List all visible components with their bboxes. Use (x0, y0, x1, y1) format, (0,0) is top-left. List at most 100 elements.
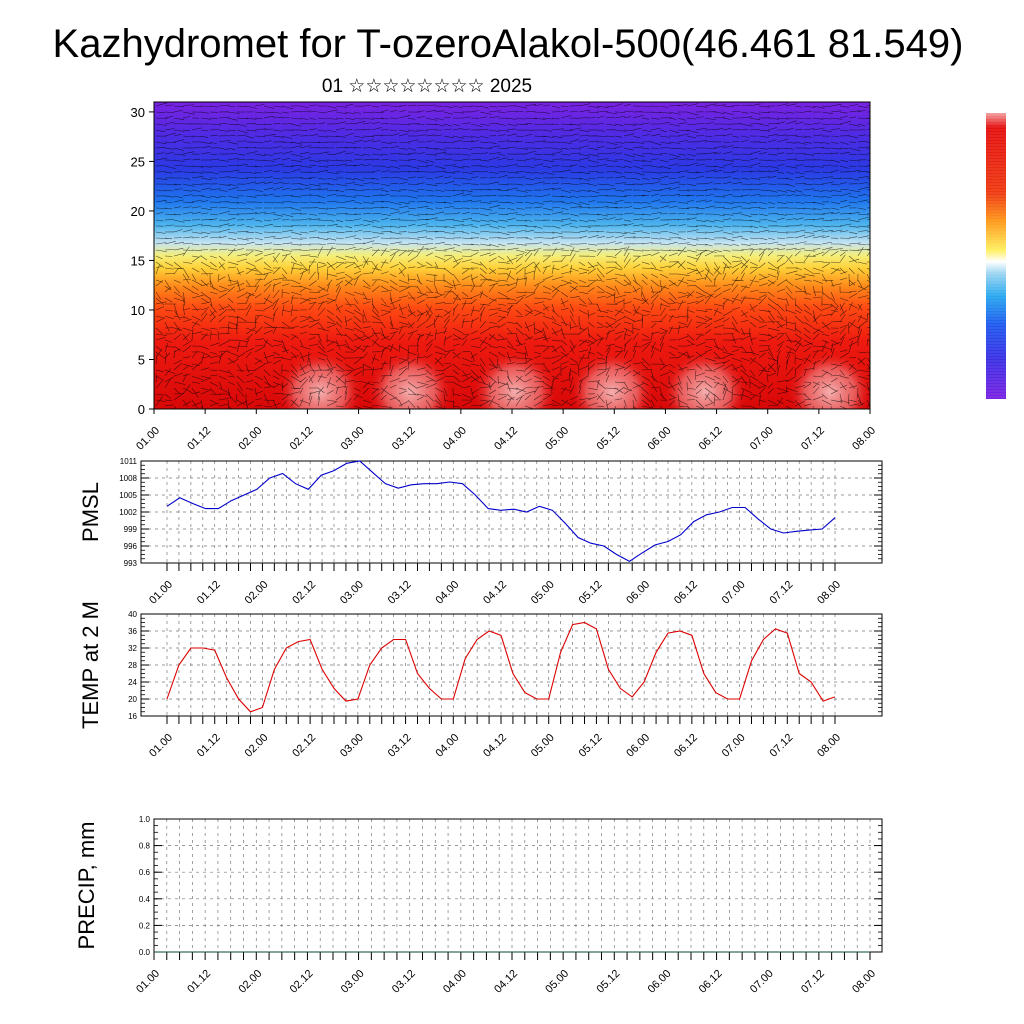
x-tick-label: 01.12 (185, 968, 213, 996)
x-tick-label: 06.00 (624, 732, 652, 760)
y-tick-label: 996 (124, 542, 138, 551)
x-tick-label: 06.12 (672, 579, 700, 607)
panel-frame (140, 460, 883, 564)
page-title: Kazhydromet for T-ozeroAlakol-500(46.461… (53, 22, 964, 66)
warm-cell (368, 352, 452, 409)
x-tick-label: 04.12 (481, 732, 509, 760)
x-tick-label: 01.00 (134, 425, 162, 453)
x-tick-label: 03.00 (339, 968, 367, 996)
x-tick-label: 02.00 (236, 425, 264, 453)
y-tick-label: 28 (128, 661, 137, 670)
x-tick-label: 05.12 (594, 425, 622, 453)
wind-vectors (155, 102, 870, 409)
x-tick-label: 07.12 (767, 579, 795, 607)
y-tick-label: 20 (128, 695, 137, 704)
x-tick-label: 04.12 (481, 579, 509, 607)
x-tick-label: 02.12 (290, 579, 318, 607)
vertical-section-panel: 0 5 10 15 20 25 30 01.00 01.12 02.00 02.12 03.00 03.… (131, 101, 878, 453)
x-tick-label: 05.00 (529, 579, 557, 607)
y-axis-label: PMSL (78, 482, 103, 542)
y-tick-label: 0.8 (139, 842, 151, 851)
x-tick-label: 04.00 (433, 732, 461, 760)
x-tick-label: 03.00 (338, 579, 366, 607)
x-tick-label: 05.00 (543, 968, 571, 996)
x-tick-label: 01.00 (134, 968, 162, 996)
y-tick-label: 1.0 (139, 815, 151, 824)
y-axis-label: TEMP at 2 M (78, 601, 103, 729)
x-tick-label: 08.00 (815, 579, 843, 607)
x-tick-label: 07.12 (799, 425, 827, 453)
panel-frame (140, 613, 883, 717)
x-tick-label: 07.00 (748, 968, 776, 996)
x-tick-label: 04.12 (492, 968, 520, 996)
x-tick-label: 03.12 (390, 968, 418, 996)
x-tick-label: 03.12 (386, 732, 414, 760)
y-tick-label: 0 (138, 402, 145, 417)
warm-cell (278, 352, 362, 409)
x-tick-label: 07.00 (748, 425, 776, 453)
colorbar (986, 113, 1006, 399)
x-tick-label: 07.12 (767, 732, 795, 760)
x-tick-label: 04.00 (441, 425, 469, 453)
x-tick-label: 06.12 (672, 732, 700, 760)
y-tick-label: 40 (128, 610, 137, 619)
x-tick-label: 03.12 (390, 425, 418, 453)
x-tick-label: 05.00 (529, 732, 557, 760)
warm-cell (570, 352, 654, 409)
x-tick-label: 07.00 (720, 732, 748, 760)
x-tick-label: 01.12 (195, 732, 223, 760)
x-tick-label: 08.00 (850, 425, 878, 453)
vector-field (155, 102, 870, 409)
x-tick-label: 04.00 (441, 968, 469, 996)
x-tick-label: 06.00 (624, 579, 652, 607)
page-subtitle: 01 ☆☆☆☆☆☆☆☆ 2025 (322, 76, 532, 97)
y-tick-label: 0.6 (139, 868, 151, 877)
y-tick-label: 1011 (120, 457, 138, 466)
x-tick-label: 04.12 (492, 425, 520, 453)
x-tick-label: 03.12 (386, 579, 414, 607)
y-tick-label: 993 (124, 559, 138, 568)
x-tick-label: 01.00 (147, 732, 175, 760)
pmsl-line (166, 460, 836, 562)
y-tick-label: 24 (128, 678, 137, 687)
precip-panel: 0.0 0.2 0.4 0.6 0.8 1.0 01.00 01.12 02.00 02.12 03… (74, 815, 883, 996)
warm-surface-cells (278, 352, 870, 409)
x-tick-label: 08.00 (850, 968, 878, 996)
x-tick-label: 02.00 (243, 579, 271, 607)
pmsl-panel: 993 996 999 1002 1005 1008 1011 01.00 01.12 02.00… (78, 457, 883, 607)
x-tick-label: 03.00 (339, 425, 367, 453)
y-tick-label: 30 (131, 105, 145, 120)
x-tick-label: 05.12 (594, 968, 622, 996)
x-tick-label: 02.12 (288, 425, 316, 453)
y-tick-label: 1008 (119, 474, 137, 483)
x-tick-label: 08.00 (815, 732, 843, 760)
y-tick-label: 0.2 (139, 921, 151, 930)
x-tick-label: 01.00 (147, 579, 175, 607)
y-tick-label: 16 (128, 712, 137, 721)
x-tick-label: 02.12 (290, 732, 318, 760)
y-tick-label: 10 (131, 303, 145, 318)
x-tick-label: 06.00 (646, 425, 674, 453)
y-tick-label: 25 (131, 154, 145, 169)
y-tick-label: 5 (138, 352, 145, 367)
x-tick-label: 01.12 (195, 579, 223, 607)
y-axis-label: PRECIP, mm (74, 822, 99, 950)
y-tick-label: 1002 (119, 508, 137, 517)
warm-cell (663, 352, 747, 409)
x-tick-label: 02.00 (243, 732, 271, 760)
y-tick-label: 15 (131, 253, 145, 268)
x-tick-label: 01.12 (185, 425, 213, 453)
y-tick-label: 20 (131, 204, 145, 219)
temp-panel: 16 20 24 28 32 36 40 01.00 01.12 02.00 02.12 03.00 0… (78, 601, 883, 760)
x-tick-label: 06.00 (646, 968, 674, 996)
y-tick-label: 32 (128, 644, 137, 653)
y-tick-label: 999 (124, 525, 138, 534)
y-tick-label: 36 (128, 627, 137, 636)
x-tick-label: 02.00 (236, 968, 264, 996)
x-tick-label: 02.12 (288, 968, 316, 996)
temp-line (166, 621, 836, 713)
panel-frame (153, 818, 883, 953)
x-tick-label: 07.12 (799, 968, 827, 996)
x-tick-label: 05.12 (577, 732, 605, 760)
